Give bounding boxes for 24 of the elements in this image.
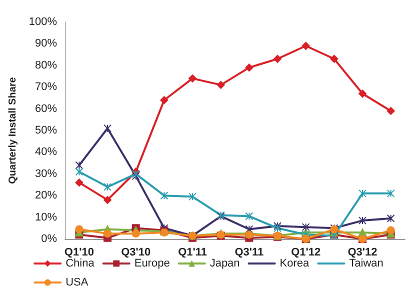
x-tick-label: Q1'11 [178, 246, 207, 258]
y-tick-label: 70% [35, 81, 58, 94]
y-tick-label: 10% [35, 211, 58, 224]
x-tick-label: Q3'12 [348, 246, 378, 258]
x-tick-label: Q1'10 [64, 246, 94, 258]
y-tick-label: 0% [41, 233, 58, 245]
y-tick-label: 80% [35, 59, 58, 72]
x-tick-label: Q1'12 [291, 246, 321, 258]
y-tick-label: 30% [35, 168, 58, 180]
y-tick-label: 50% [35, 124, 58, 136]
legend-label: Korea [280, 258, 310, 270]
x-tick-label: Q3'10 [121, 246, 151, 258]
legend-label: Japan [210, 258, 240, 270]
y-tick-label: 60% [35, 102, 58, 115]
x-tick-label: Q3'11 [234, 246, 264, 258]
y-tick-label: 100% [28, 16, 58, 28]
legend-label: Taiwan [349, 258, 384, 270]
y-tick-label: 90% [35, 38, 58, 50]
legend-label: China [66, 258, 96, 270]
legend-label: Europe [134, 258, 170, 270]
y-tick-label: 20% [35, 190, 58, 202]
legend-label: USA [66, 276, 89, 288]
y-axis-title: Quarterly Install Share [8, 76, 18, 184]
y-tick-label: 40% [35, 146, 58, 158]
